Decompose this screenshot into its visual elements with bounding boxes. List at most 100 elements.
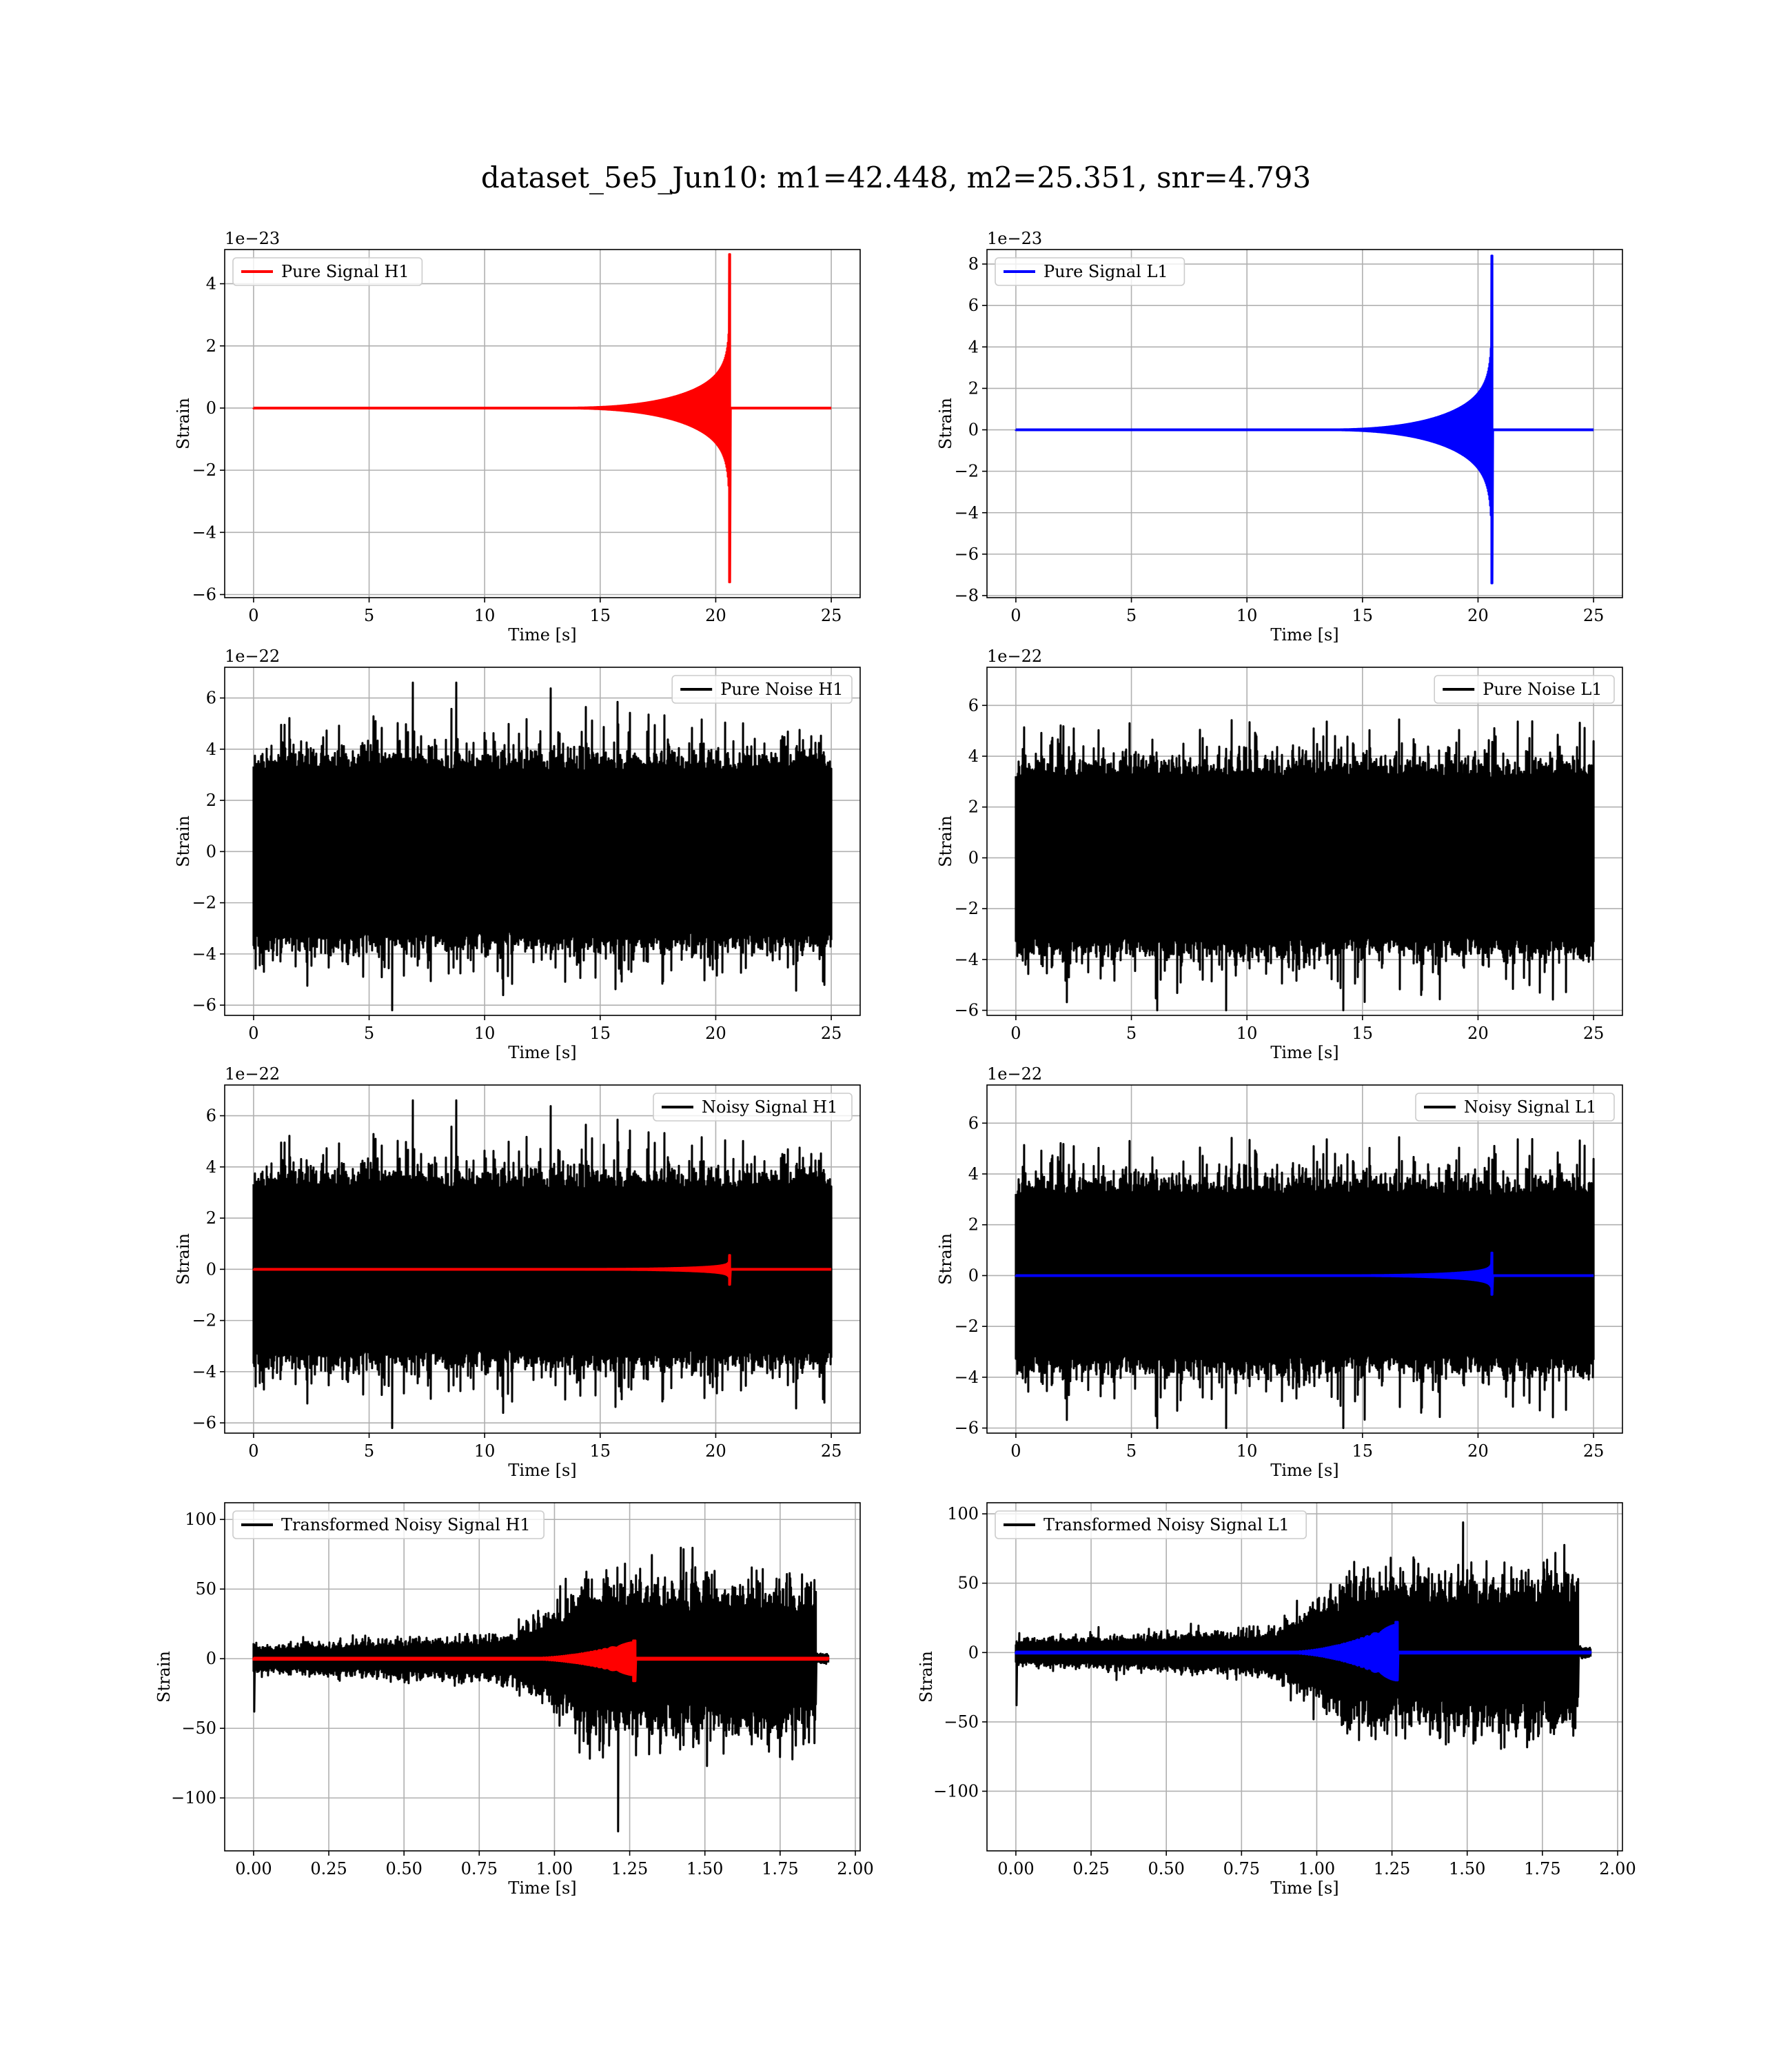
plot-area bbox=[987, 250, 1622, 598]
x-tick-label: 15 bbox=[1352, 1024, 1374, 1043]
panel-noisy-signal-h1: 0 5 10 15 20 25 −6 −4 −2 0 2 4 6 Time [s] Strain 1e−22 N… bbox=[174, 1064, 861, 1480]
axes-frame bbox=[986, 1084, 1623, 1434]
series-group bbox=[1015, 718, 1595, 1012]
x-tick-label: 25 bbox=[821, 1441, 842, 1461]
x-tick-label: 25 bbox=[821, 606, 842, 625]
x-tick-label: 20 bbox=[1467, 606, 1489, 625]
x-tick-label: 0.25 bbox=[1072, 1859, 1109, 1878]
y-tick-label: −6 bbox=[955, 1001, 979, 1020]
x-tick-label: 0 bbox=[1010, 606, 1021, 625]
x-axis-label: Time [s] bbox=[508, 1043, 576, 1062]
plot-area bbox=[225, 250, 860, 598]
y-axis-label: Strain bbox=[936, 1233, 955, 1285]
panel-transformed-l1: 0.00 0.25 0.50 0.75 1.00 1.25 1.50 1.75 2.00 −100… bbox=[917, 1502, 1636, 1898]
y-tick-label: −6 bbox=[192, 585, 216, 604]
y-axis-label: Strain bbox=[936, 815, 955, 867]
legend-label: Pure Signal H1 bbox=[281, 262, 409, 281]
x-axis-label: Time [s] bbox=[1270, 1043, 1338, 1062]
y-tick-label: −4 bbox=[192, 523, 216, 542]
panel-pure-noise-h1: 0 5 10 15 20 25 −6 −4 −2 0 2 4 6 Time [s] Strain 1e−22 P… bbox=[174, 647, 861, 1062]
legend-frame bbox=[653, 1093, 853, 1122]
x-axis-label: Time [s] bbox=[508, 625, 576, 645]
legend-label: Pure Signal L1 bbox=[1043, 262, 1168, 281]
y-tick-label: −8 bbox=[955, 586, 979, 605]
y-tick-label: −6 bbox=[192, 995, 216, 1015]
legend-frame bbox=[232, 257, 423, 286]
y-tick-label: 4 bbox=[206, 1157, 216, 1177]
y-tick-label: 0 bbox=[206, 398, 216, 418]
y-tick-label: −6 bbox=[955, 1419, 979, 1438]
x-tick-label: 1.00 bbox=[536, 1859, 573, 1878]
y-tick-label: −50 bbox=[944, 1712, 979, 1732]
x-tick-label: 15 bbox=[590, 1441, 611, 1461]
x-tick-label: 15 bbox=[1352, 606, 1374, 625]
series-group bbox=[252, 681, 833, 1012]
x-tick-label: 1.75 bbox=[1524, 1859, 1560, 1878]
legend: Pure Noise L1 bbox=[1434, 675, 1615, 704]
legend-label: Pure Noise H1 bbox=[720, 680, 843, 699]
x-tick-label: 0.00 bbox=[997, 1859, 1034, 1878]
y-tick-label: 6 bbox=[206, 1106, 216, 1126]
x-tick-label: 0 bbox=[1010, 1441, 1021, 1461]
y-axis-label: Strain bbox=[936, 398, 955, 449]
x-tick-label: 15 bbox=[590, 1024, 611, 1043]
y-tick-label: −4 bbox=[955, 1368, 979, 1387]
axes-frame bbox=[986, 667, 1623, 1016]
x-tick-label: 0 bbox=[248, 1024, 258, 1043]
axes-frame bbox=[986, 249, 1623, 598]
legend-frame bbox=[1434, 675, 1615, 704]
x-tick-label: 1.50 bbox=[1449, 1859, 1485, 1878]
y-tick-label: −2 bbox=[192, 1311, 216, 1330]
x-tick-label: 20 bbox=[705, 1441, 726, 1461]
y-tick-label: −6 bbox=[955, 545, 979, 564]
y-axis-label: Strain bbox=[154, 1651, 174, 1703]
y-tick-label: 2 bbox=[206, 791, 216, 810]
y-tick-label: 6 bbox=[968, 296, 979, 315]
series-line-pure-noise-h1 bbox=[252, 681, 833, 1012]
x-tick-label: 2.00 bbox=[1599, 1859, 1636, 1878]
panel-pure-signal-h1: 0 5 10 15 20 25 −6 −4 −2 0 2 4 Time [s] Strain 1e−23Pu… bbox=[174, 229, 861, 645]
x-tick-label: 0.00 bbox=[235, 1859, 272, 1878]
y-tick-label: −4 bbox=[192, 944, 216, 964]
x-axis-label: Time [s] bbox=[1270, 1878, 1338, 1898]
x-axis-label: Time [s] bbox=[508, 1878, 576, 1898]
legend: Pure Signal H1 bbox=[232, 257, 423, 286]
series-group bbox=[1015, 1521, 1592, 1750]
x-tick-label: 0.25 bbox=[310, 1859, 347, 1878]
figure-title: dataset_5e5_Jun10: m1=42.448, m2=25.351,… bbox=[481, 161, 1311, 194]
y-tick-label: −2 bbox=[955, 899, 979, 918]
y-tick-label: −2 bbox=[192, 893, 216, 913]
y-tick-label: 4 bbox=[968, 747, 979, 766]
axes-frame bbox=[224, 1084, 861, 1434]
x-tick-label: 0.50 bbox=[1148, 1859, 1184, 1878]
x-tick-label: 25 bbox=[821, 1024, 842, 1043]
x-tick-label: 15 bbox=[1352, 1441, 1374, 1461]
x-tick-label: 0.75 bbox=[461, 1859, 498, 1878]
x-tick-label: 25 bbox=[1583, 606, 1605, 625]
legend: Noisy Signal H1 bbox=[653, 1093, 853, 1122]
y-tick-label: −4 bbox=[955, 950, 979, 969]
y-tick-label: 4 bbox=[968, 337, 979, 356]
legend: Transformed Noisy Signal L1 bbox=[995, 1510, 1307, 1539]
x-tick-label: 5 bbox=[1126, 1024, 1137, 1043]
y-tick-label: 2 bbox=[206, 336, 216, 356]
legend-label: Noisy Signal H1 bbox=[702, 1097, 837, 1117]
y-offset-label: 1e−22 bbox=[225, 647, 280, 666]
y-tick-label: −4 bbox=[955, 503, 979, 523]
series-group bbox=[1015, 254, 1594, 585]
x-tick-label: 15 bbox=[590, 606, 611, 625]
legend: Pure Signal L1 bbox=[995, 257, 1185, 286]
y-axis-label: Strain bbox=[174, 815, 193, 867]
y-tick-label: 0 bbox=[206, 842, 216, 861]
x-axis-label: Time [s] bbox=[1270, 1461, 1338, 1480]
y-tick-label: 4 bbox=[206, 274, 216, 294]
panel-pure-noise-l1: 0 5 10 15 20 25 −6 −4 −2 0 2 4 6 Time [s] Strain 1e−22 P… bbox=[936, 647, 1623, 1062]
y-tick-label: 4 bbox=[206, 740, 216, 759]
y-tick-label: 0 bbox=[968, 848, 979, 867]
x-tick-label: 20 bbox=[705, 606, 726, 625]
x-tick-label: 10 bbox=[1236, 1024, 1258, 1043]
y-tick-label: 0 bbox=[968, 1643, 979, 1662]
x-tick-label: 2.00 bbox=[837, 1859, 873, 1878]
y-tick-label: 100 bbox=[947, 1504, 979, 1523]
